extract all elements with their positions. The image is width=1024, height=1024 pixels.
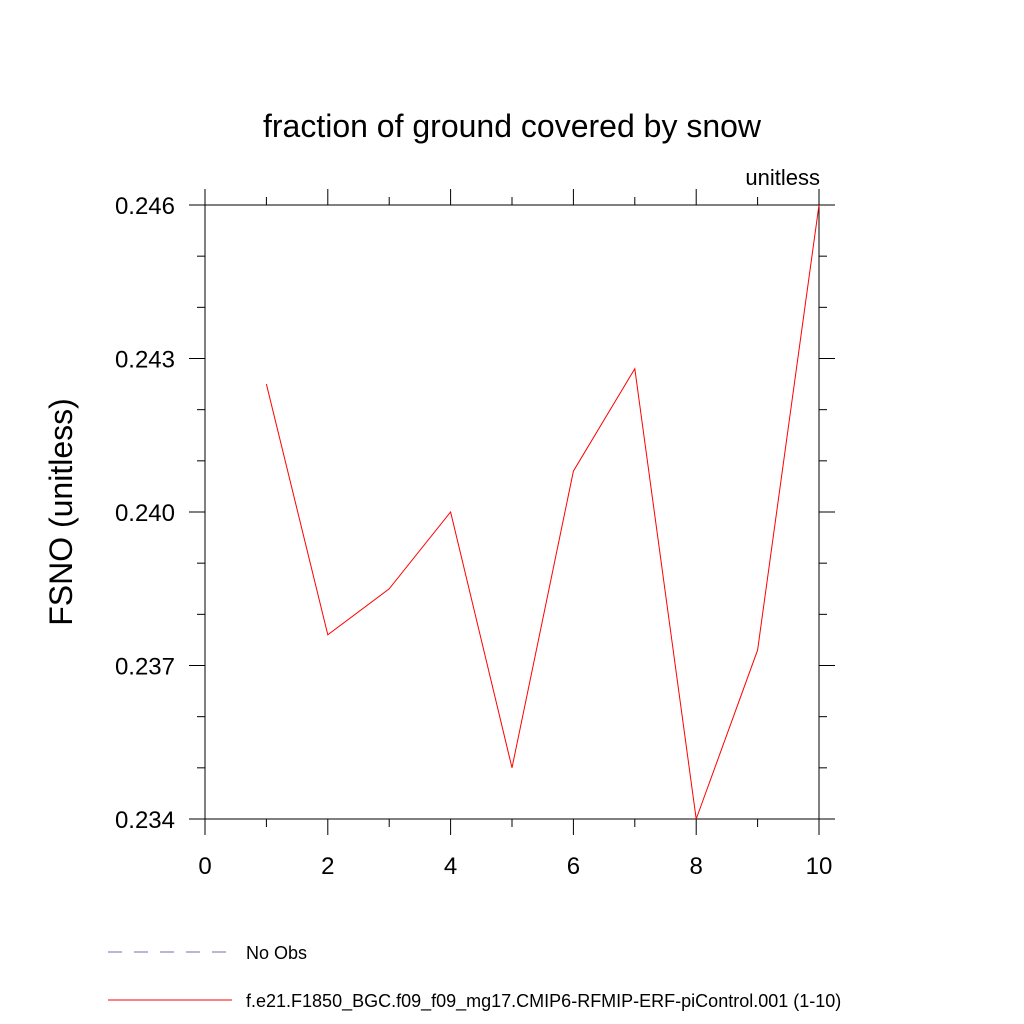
chart-title: fraction of ground covered by snow [263, 108, 762, 144]
x-tick-label: 8 [690, 853, 703, 880]
x-tick-label: 10 [806, 853, 833, 880]
y-tick-label: 0.246 [115, 193, 175, 220]
y-axis-label: FSNO (unitless) [43, 398, 79, 626]
plot-frame [204, 204, 820, 820]
x-tick-label: 4 [444, 853, 457, 880]
x-tick-label: 6 [567, 853, 580, 880]
series-line [265, 204, 820, 820]
legend-label: No Obs [246, 943, 307, 963]
series-layer [265, 204, 820, 820]
legend: No Obs f.e21.F1850_BGC.f09_f09_mg17.CMIP6… [108, 943, 841, 1012]
x-tick-label: 0 [198, 853, 211, 880]
y-tick-label: 0.234 [115, 807, 175, 834]
units-label: unitless [745, 165, 820, 190]
y-tick-label: 0.240 [115, 500, 175, 527]
y-tick-label: 0.243 [115, 347, 175, 374]
y-tick-label: 0.237 [115, 654, 175, 681]
axis-ticks: 0 2 4 6 8 10 0.234 0.237 0.240 0.243 0.246 [115, 189, 835, 880]
x-tick-label: 2 [321, 853, 334, 880]
legend-label: f.e21.F1850_BGC.f09_f09_mg17.CMIP6-RFMIP… [246, 991, 841, 1012]
